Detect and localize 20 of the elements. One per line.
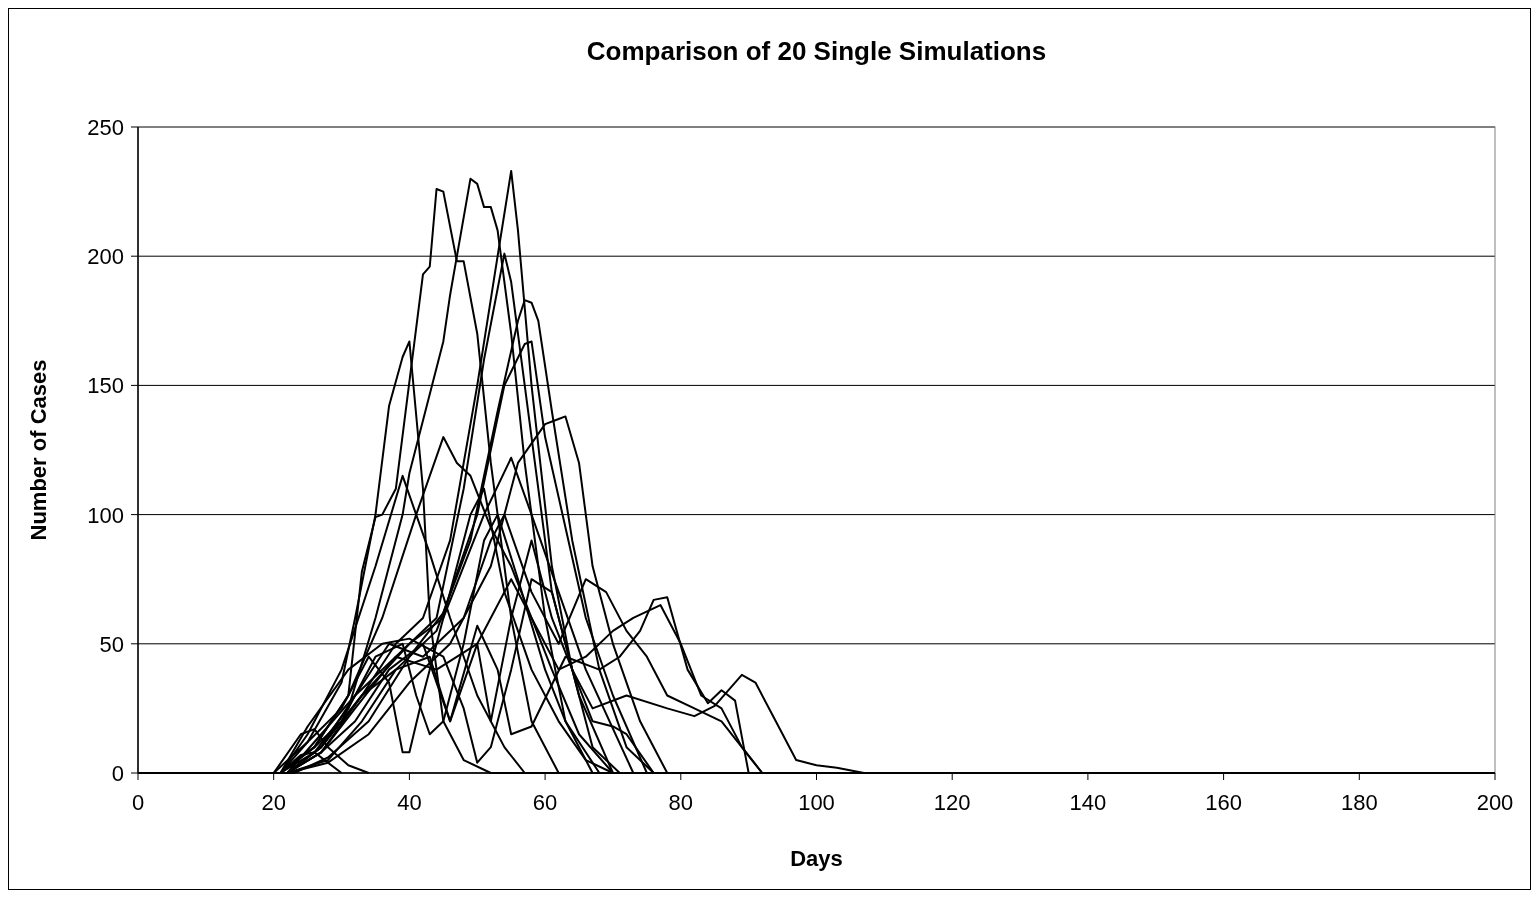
chart-title: Comparison of 20 Single Simulations — [586, 36, 1047, 66]
x-tick-label: 60 — [532, 790, 558, 815]
x-tick-label: 80 — [668, 790, 694, 815]
y-tick-label: 250 — [87, 115, 124, 140]
x-tick-label: 100 — [798, 790, 835, 815]
x-tick-label: 180 — [1340, 790, 1378, 815]
y-tick-label: 0 — [111, 761, 124, 786]
y-tick-label: 100 — [87, 502, 124, 528]
y-tick-label: 50 — [99, 631, 124, 657]
x-tick-label: 20 — [261, 790, 286, 815]
x-tick-label: 40 — [397, 790, 422, 815]
y-tick-label: 200 — [87, 244, 124, 270]
x-tick-label: 0 — [131, 790, 145, 815]
y-tick-label: 150 — [87, 373, 124, 399]
y-axis-title: Number of Cases — [26, 359, 51, 541]
x-axis-title: Days — [790, 846, 843, 871]
x-tick-label: 200 — [1476, 790, 1514, 815]
x-tick-label: 120 — [933, 790, 971, 815]
x-tick-label: 160 — [1205, 790, 1242, 815]
x-tick-label: 140 — [1069, 790, 1107, 815]
